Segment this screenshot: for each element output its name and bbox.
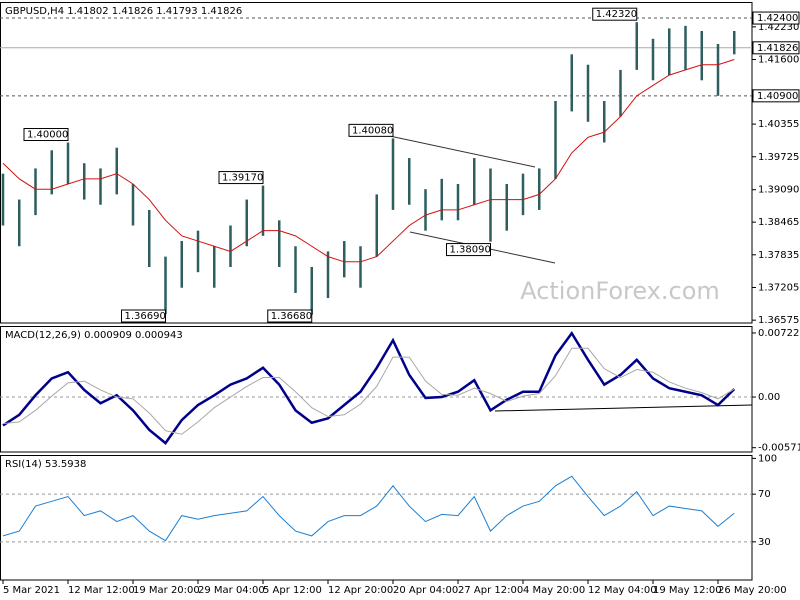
rsi-panel (0, 455, 753, 581)
y-tick-label: 100 (758, 453, 777, 464)
y-tick-label: 1.39090 (758, 185, 799, 196)
y-tick-label: 1.39725 (758, 152, 799, 163)
trend-line (494, 404, 753, 412)
x-tick-label: 5 Mar 2021 (3, 585, 60, 596)
annotation-label: 1.36680 (271, 311, 312, 322)
y-tick-label: 1.37835 (758, 250, 799, 261)
y-tick-label: 1.42230 (758, 22, 799, 33)
x-tick-label: 26 May 20:00 (718, 585, 787, 596)
macd-line (2, 330, 736, 445)
y-tick-label: 1.41600 (758, 55, 799, 66)
y-tick-label: 0.00 (758, 392, 780, 403)
x-tick-label: 12 Apr 20:00 (328, 585, 393, 596)
macd-panel (0, 326, 753, 453)
level-box (752, 41, 800, 55)
annotation-label: 1.36690 (125, 311, 166, 322)
level-label: 1.40900 (757, 91, 798, 102)
annotation-box (348, 123, 394, 137)
level-label: 1.41826 (757, 43, 798, 54)
y-tick-label: 1.38465 (758, 217, 799, 228)
y-tick-label: 1.40355 (758, 119, 799, 130)
panel-title: MACD(12,26,9) 0.000909 0.000943 (5, 330, 183, 341)
annotation-label: 1.42320 (596, 9, 637, 20)
x-tick-label: 12 May 04:00 (588, 585, 657, 596)
level-box (752, 89, 800, 103)
annotation-box (267, 309, 313, 323)
rsi-line (2, 475, 735, 542)
x-tick-label: 19 Mar 20:00 (133, 585, 200, 596)
y-tick-label: 0.007227 (758, 328, 800, 339)
annotation-box (592, 7, 638, 21)
annotation-box (446, 243, 491, 257)
x-tick-label: 19 May 12:00 (653, 585, 722, 596)
panel-title: GBPUSD,H4 1.41802 1.41826 1.41793 1.4182… (5, 6, 242, 17)
watermark: ActionForex.com (520, 277, 720, 305)
x-tick-label: 4 May 20:00 (523, 585, 585, 596)
level-box (752, 11, 800, 25)
annotation-box (218, 171, 264, 185)
moving-average (2, 59, 735, 263)
panel-title: RSI(14) 53.5938 (5, 459, 86, 470)
y-tick-label: 1.36575 (758, 315, 799, 326)
annotation-box (121, 309, 166, 323)
annotation-label: 1.40080 (352, 125, 393, 136)
level-label: 1.42400 (757, 13, 798, 24)
annotation-label: 1.40000 (27, 130, 68, 141)
y-tick-label: 70 (758, 489, 771, 500)
y-tick-label: 30 (758, 537, 771, 548)
x-tick-label: 5 Apr 12:00 (263, 585, 322, 596)
annotation-box (23, 128, 69, 142)
y-tick-label: -0.005714 (758, 443, 800, 454)
x-tick-label: 27 Apr 12:00 (458, 585, 523, 596)
annotation-label: 1.39170 (222, 173, 263, 184)
y-tick-label: 1.37205 (758, 282, 799, 293)
x-tick-label: 20 Apr 04:00 (393, 585, 458, 596)
x-tick-label: 12 Mar 12:00 (68, 585, 135, 596)
x-tick-label: 29 Mar 04:00 (198, 585, 265, 596)
macd-line (2, 347, 735, 435)
price-panel (0, 2, 753, 324)
annotation-label: 1.38090 (450, 245, 491, 256)
trend-line (384, 134, 536, 168)
